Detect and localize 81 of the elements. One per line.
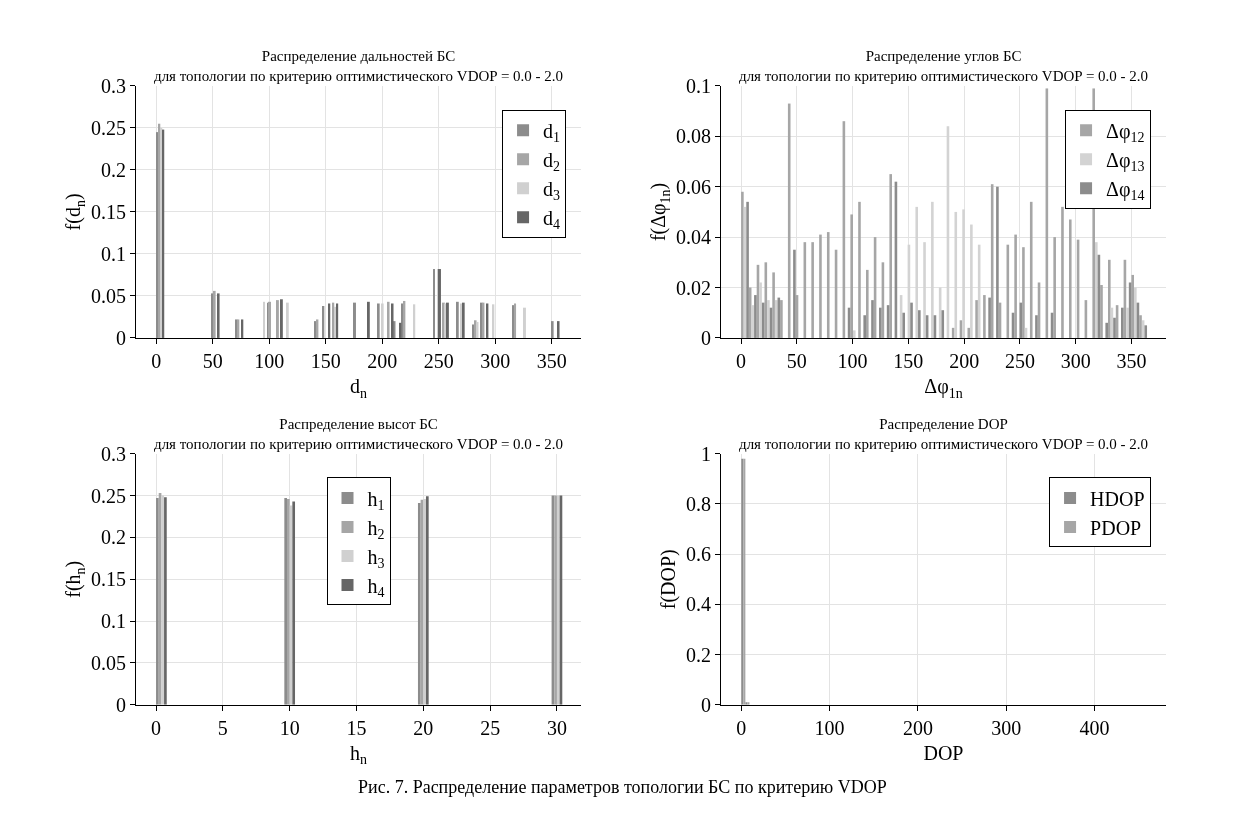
legend-label: h$_{1}$ bbox=[367, 487, 385, 513]
x-tick-label: 0 bbox=[151, 716, 162, 739]
y-tick-label: 0.05 bbox=[91, 284, 126, 307]
x-axis-title: d$_{n}$ bbox=[350, 375, 367, 401]
x-tick-label: 150 bbox=[310, 349, 341, 372]
y-tick-label: 0 bbox=[701, 326, 711, 349]
legend-label: Δφ$_{13}$ bbox=[1106, 148, 1145, 175]
x-axis-title: Δφ$_{1n}$ bbox=[924, 375, 963, 401]
x-tick-label: 350 bbox=[1116, 349, 1147, 372]
x-tick-label: 100 bbox=[837, 349, 868, 372]
x-tick-label: 5 bbox=[217, 716, 228, 739]
legend-label: h$_{4}$ bbox=[367, 574, 385, 600]
y-tick-label: 0.04 bbox=[676, 226, 711, 249]
x-tick-label: 15 bbox=[346, 716, 367, 739]
chart-title: Распределение DOP bbox=[879, 416, 1008, 432]
x-tick-label: 250 bbox=[423, 349, 454, 372]
chart-title: Распределение высот БС bbox=[279, 416, 438, 432]
chart-title: Распределение углов БС bbox=[865, 48, 1022, 64]
y-tick-label: 0.8 bbox=[686, 492, 711, 515]
y-tick-label: 0.6 bbox=[686, 543, 711, 566]
x-axis-title: DOP bbox=[923, 742, 964, 765]
x-tick-label: 30 bbox=[546, 716, 567, 739]
y-tick-label: 0.25 bbox=[91, 116, 126, 139]
y-tick-label: 0.3 bbox=[101, 442, 126, 465]
y-tick-label: 0 bbox=[116, 693, 126, 716]
y-tick-label: 0.06 bbox=[676, 175, 711, 198]
y-tick-label: 0.02 bbox=[676, 276, 711, 299]
x-tick-label: 100 bbox=[814, 716, 845, 739]
y-tick-label: 0.25 bbox=[91, 484, 126, 507]
legend-label: d$_{2}$ bbox=[543, 148, 561, 175]
chart-subtitle: для топологии по критерию оптимистического VDOP = 0.0 - 2.0 bbox=[739, 435, 1149, 452]
legend-label: d$_{4}$ bbox=[543, 206, 561, 233]
y-tick-label: 0.08 bbox=[676, 125, 711, 148]
x-tick-label: 300 bbox=[480, 349, 511, 372]
legend-label: PDOP bbox=[1090, 516, 1142, 539]
y-tick-label: 0.1 bbox=[101, 242, 126, 265]
x-tick-label: 350 bbox=[536, 349, 567, 372]
y-tick-label: 0 bbox=[701, 693, 711, 716]
chart-subtitle: для топологии по критерию оптимистического VDOP = 0.0 - 2.0 bbox=[154, 67, 564, 84]
x-tick-label: 10 bbox=[279, 716, 300, 739]
legend-label: HDOP bbox=[1090, 487, 1145, 510]
x-tick-label: 200 bbox=[902, 716, 933, 739]
y-tick-label: 0.1 bbox=[101, 610, 126, 633]
legend-label: Δφ$_{12}$ bbox=[1106, 119, 1145, 146]
x-tick-label: 300 bbox=[991, 716, 1022, 739]
legend-label: h$_{3}$ bbox=[367, 545, 385, 571]
x-tick-label: 150 bbox=[893, 349, 924, 372]
chart-subtitle: для топологии по критерию оптимистического VDOP = 0.0 - 2.0 bbox=[739, 67, 1149, 84]
x-tick-label: 0 bbox=[151, 349, 162, 372]
legend-label: Δφ$_{14}$ bbox=[1106, 177, 1145, 204]
y-tick-label: 0 bbox=[116, 326, 126, 349]
y-tick-label: 0.2 bbox=[686, 643, 711, 666]
x-tick-label: 0 bbox=[736, 349, 747, 372]
x-tick-label: 25 bbox=[480, 716, 501, 739]
x-tick-label: 20 bbox=[413, 716, 434, 739]
x-axis-title: h$_{n}$ bbox=[350, 742, 367, 768]
y-tick-label: 0.15 bbox=[91, 200, 126, 223]
x-tick-label: 50 bbox=[202, 349, 223, 372]
legend-label: d$_{3}$ bbox=[543, 177, 561, 204]
x-tick-label: 100 bbox=[254, 349, 285, 372]
y-tick-label: 1 bbox=[701, 442, 711, 465]
x-tick-label: 300 bbox=[1060, 349, 1091, 372]
y-tick-label: 0.05 bbox=[91, 651, 126, 674]
x-tick-label: 200 bbox=[949, 349, 980, 372]
y-tick-label: 0.3 bbox=[101, 74, 126, 97]
legend-label: h$_{2}$ bbox=[367, 516, 385, 542]
legend-label: d$_{1}$ bbox=[543, 119, 561, 146]
y-tick-label: 0.15 bbox=[91, 568, 126, 591]
y-tick-label: 0.2 bbox=[101, 526, 126, 549]
y-tick-label: 0.1 bbox=[686, 74, 711, 97]
text: Рис. 7. Распределение параметров топологии БС по критерию VDOP bbox=[358, 777, 887, 797]
x-tick-label: 0 bbox=[736, 716, 747, 739]
y-tick-label: 0.2 bbox=[101, 158, 126, 181]
x-tick-label: 250 bbox=[1004, 349, 1035, 372]
x-tick-label: 50 bbox=[786, 349, 807, 372]
chart-title: Распределение дальностей БС bbox=[261, 48, 456, 64]
chart-subtitle: для топологии по критерию оптимистического VDOP = 0.0 - 2.0 bbox=[154, 435, 564, 452]
x-tick-label: 400 bbox=[1079, 716, 1110, 739]
x-tick-label: 200 bbox=[367, 349, 398, 372]
y-axis-title: f(DOP) bbox=[657, 549, 681, 610]
y-tick-label: 0.4 bbox=[686, 593, 711, 616]
